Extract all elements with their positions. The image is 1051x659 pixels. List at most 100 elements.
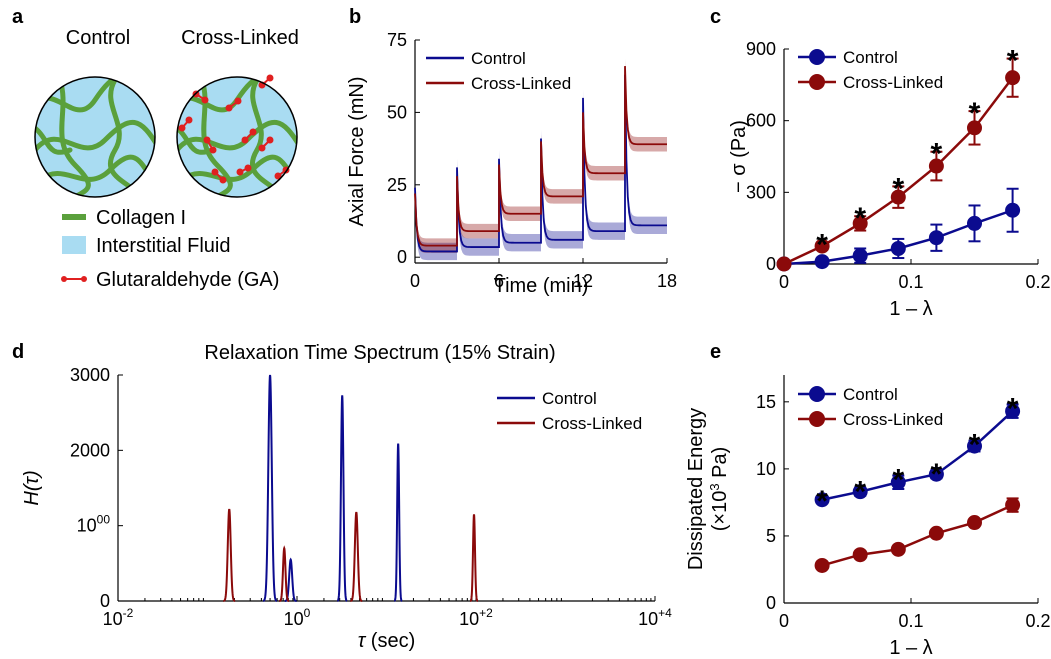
panel-b-label: b bbox=[349, 6, 361, 28]
x-axis-label: τ (sec) bbox=[358, 630, 415, 652]
y-axis-label: Dissipated Energy bbox=[685, 408, 707, 570]
x-axis-label: Time (min) bbox=[494, 275, 589, 297]
significance-star: * bbox=[1007, 393, 1019, 426]
significance-star: * bbox=[931, 138, 943, 171]
significance-star: * bbox=[854, 202, 866, 235]
y-tick-label: 3000 bbox=[70, 365, 110, 385]
x-tick-label: 0.2 bbox=[1025, 611, 1050, 631]
x-tick-label: 6 bbox=[494, 271, 504, 291]
significance-star: * bbox=[854, 476, 866, 509]
data-point-control bbox=[890, 474, 906, 490]
y-tick-label: 300 bbox=[746, 182, 776, 202]
y-tick-label: 1000 bbox=[77, 513, 111, 536]
y-tick-label: 0 bbox=[766, 593, 776, 613]
schematic-control-circle bbox=[34, 76, 156, 198]
x-tick-label: 10+2 bbox=[459, 606, 493, 629]
data-point-control bbox=[814, 254, 830, 270]
y-tick-label: 0 bbox=[397, 247, 407, 267]
significance-star: * bbox=[931, 458, 943, 491]
x-tick-label: 0.2 bbox=[1025, 272, 1050, 292]
legend-ga: Glutaraldehyde (GA) bbox=[96, 269, 279, 291]
significance-star: * bbox=[892, 464, 904, 497]
schematic-crosslinked-circle bbox=[176, 74, 298, 198]
panel-c: c 0 0.1 0.2 0 300 600 900 1 – λ − σ (Pa) * * * * * * Co… bbox=[710, 6, 1051, 320]
significance-star: * bbox=[969, 429, 981, 462]
x-tick-label: 18 bbox=[657, 271, 677, 291]
data-point-cross-linked bbox=[852, 547, 868, 563]
data-point-cross-linked bbox=[890, 541, 906, 557]
ga-crosslinks bbox=[178, 74, 290, 184]
x-tick-label: 100 bbox=[284, 606, 311, 629]
legend-label: Cross-Linked bbox=[542, 414, 642, 433]
x-tick-label: 0 bbox=[410, 271, 420, 291]
series-line-cross-linked bbox=[821, 503, 1014, 567]
schematic-title-control: Control bbox=[66, 27, 130, 49]
y-tick-label: 50 bbox=[387, 102, 407, 122]
data-point-cross-linked bbox=[776, 256, 792, 272]
data-point-control bbox=[814, 492, 830, 508]
panel-b: b 0 6 12 18 0 25 50 75 Time (min) Axial Force (mN… bbox=[346, 6, 677, 297]
spectrum-peak-control bbox=[262, 374, 278, 602]
spectrum-peak-control bbox=[393, 443, 403, 602]
series-line-cross-linked bbox=[414, 66, 667, 247]
y-axis-label-units: (×103 Pa) bbox=[707, 447, 731, 532]
spectrum-peak-cross-linked bbox=[469, 514, 479, 602]
y-tick-label: 15 bbox=[756, 392, 776, 412]
data-point-cross-linked bbox=[1005, 70, 1021, 86]
legend-marker bbox=[809, 386, 825, 402]
x-tick-label: 0 bbox=[779, 272, 789, 292]
y-axis-label: H(τ) bbox=[21, 470, 43, 505]
legend-label: Cross-Linked bbox=[843, 410, 943, 429]
legend-label: Cross-Linked bbox=[471, 74, 571, 93]
data-point-cross-linked bbox=[967, 120, 982, 136]
data-point-cross-linked bbox=[928, 525, 944, 541]
data-point-control bbox=[967, 438, 982, 454]
significance-star: * bbox=[1007, 45, 1019, 78]
y-tick-label: 5 bbox=[766, 526, 776, 546]
panel-a-label: a bbox=[12, 6, 24, 28]
data-point-cross-linked bbox=[967, 515, 982, 531]
schematic-title-crosslinked: Cross-Linked bbox=[181, 27, 299, 49]
legend-label: Control bbox=[471, 49, 526, 68]
x-tick-label: 0.1 bbox=[898, 611, 923, 631]
panel-a: a Control Cross-Linked bbox=[12, 6, 299, 291]
spectrum-peak-cross-linked bbox=[223, 508, 236, 602]
legend-label: Control bbox=[843, 48, 898, 67]
significance-star: * bbox=[892, 172, 904, 205]
panel-d-title: Relaxation Time Spectrum (15% Strain) bbox=[204, 342, 555, 364]
significance-star: * bbox=[816, 229, 828, 262]
x-tick-label: 12 bbox=[573, 271, 593, 291]
data-point-control bbox=[928, 466, 944, 482]
data-point-control bbox=[967, 215, 982, 231]
data-point-control bbox=[1005, 202, 1021, 218]
data-point-cross-linked bbox=[814, 238, 830, 254]
data-point-cross-linked bbox=[814, 557, 830, 573]
y-axis-label: − σ (Pa) bbox=[728, 120, 750, 193]
spectrum-peak-cross-linked bbox=[350, 511, 363, 602]
x-axis-label: 1 – λ bbox=[889, 637, 932, 659]
y-tick-label: 900 bbox=[746, 39, 776, 59]
data-point-cross-linked bbox=[928, 158, 944, 174]
spectrum-peak-cross-linked bbox=[279, 545, 290, 602]
data-point-control bbox=[890, 240, 906, 256]
fluid-legend-swatch bbox=[62, 236, 86, 254]
x-tick-label: 0 bbox=[779, 611, 789, 631]
panel-c-label: c bbox=[710, 6, 721, 28]
legend-marker bbox=[809, 74, 825, 90]
significance-star: * bbox=[969, 97, 981, 130]
x-tick-label: 10-2 bbox=[103, 606, 134, 629]
panel-d-label: d bbox=[12, 341, 24, 363]
x-tick-label: 10+4 bbox=[638, 606, 672, 629]
legend-label: Control bbox=[843, 385, 898, 404]
data-point-control bbox=[1005, 403, 1021, 419]
panel-e-label: e bbox=[710, 341, 721, 363]
y-tick-label: 0 bbox=[100, 591, 110, 611]
legend-marker bbox=[809, 49, 825, 65]
x-tick-label: 0.1 bbox=[898, 272, 923, 292]
legend-fluid: Interstitial Fluid bbox=[96, 235, 231, 257]
x-axis-label: 1 – λ bbox=[889, 298, 932, 320]
y-tick-label: 10 bbox=[756, 459, 776, 479]
data-point-control bbox=[852, 248, 868, 264]
legend-collagen: Collagen I bbox=[96, 207, 186, 229]
